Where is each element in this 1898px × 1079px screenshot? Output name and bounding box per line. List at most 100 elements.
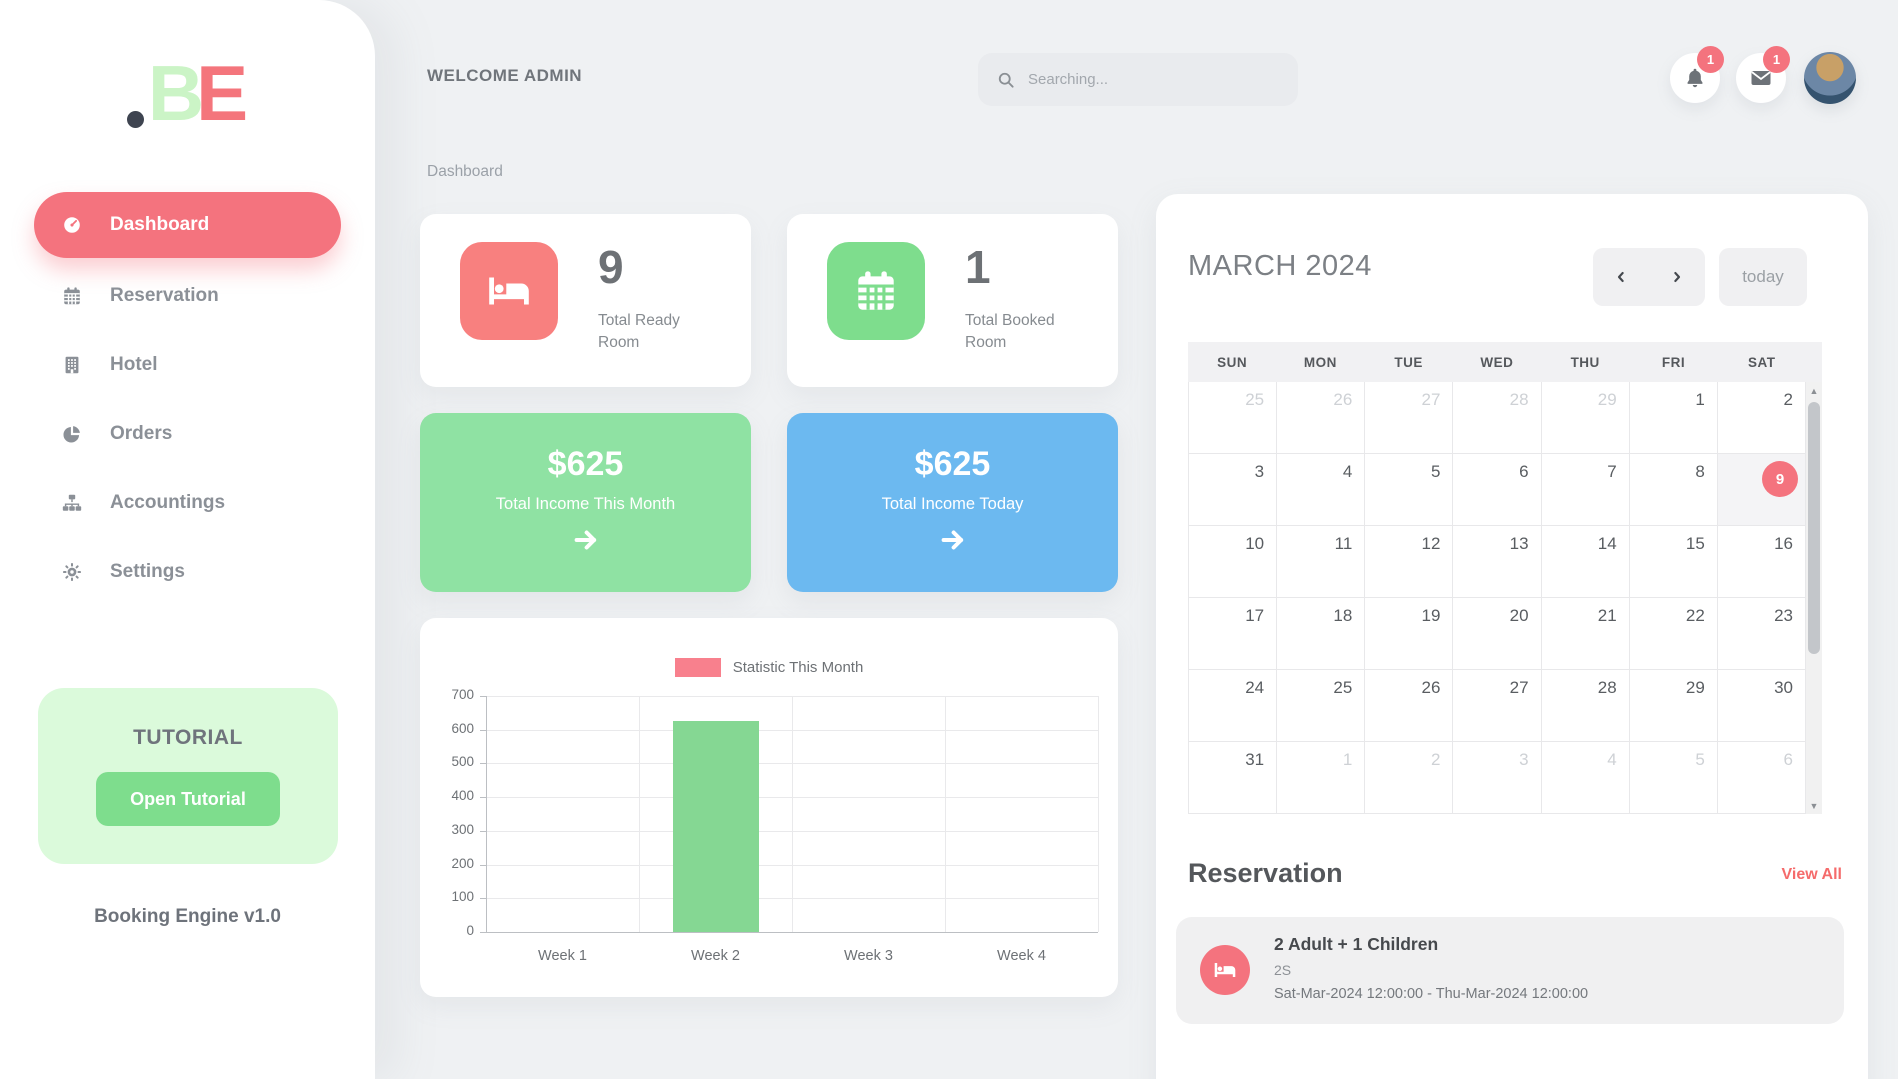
calendar-day-cell[interactable]: 24 <box>1189 670 1278 742</box>
calendar-day-cell[interactable]: 1 <box>1629 382 1718 454</box>
scrollbar-up-arrow[interactable]: ▲ <box>1809 385 1819 396</box>
calendar-day-cell[interactable]: 21 <box>1541 598 1630 670</box>
app-version-label: Booking Engine v1.0 <box>94 906 281 927</box>
calendar-day-cell[interactable]: 9 <box>1717 454 1806 526</box>
tutorial-card: TUTORIAL Open Tutorial <box>38 688 338 864</box>
x-axis-label: Week 4 <box>997 948 1046 964</box>
calendar-day-cell[interactable]: 8 <box>1629 454 1718 526</box>
sidebar-item-accountings[interactable]: Accountings <box>0 468 375 537</box>
calendar-day-cell[interactable]: 5 <box>1629 742 1718 814</box>
day-number: 11 <box>1334 534 1353 553</box>
calendar-day-cell[interactable]: 28 <box>1541 670 1630 742</box>
gear-icon <box>60 560 84 584</box>
day-number: 29 <box>1685 678 1705 697</box>
reservation-dates: Sat-Mar-2024 12:00:00 - Thu-Mar-2024 12:… <box>1274 986 1589 1002</box>
calendar-day-cell[interactable]: 15 <box>1629 526 1718 598</box>
user-avatar[interactable] <box>1804 52 1856 104</box>
income-today-card[interactable]: $625 Total Income Today <box>787 413 1118 592</box>
day-number: 12 <box>1421 534 1441 553</box>
calendar-day-cell[interactable]: 12 <box>1365 526 1454 598</box>
sidebar-item-dashboard[interactable]: Dashboard <box>34 192 341 258</box>
calendar-day-cell[interactable]: 11 <box>1277 526 1366 598</box>
y-axis-label: 600 <box>451 720 474 736</box>
calendar-day-cell[interactable]: 2 <box>1365 742 1454 814</box>
day-header-thu: THU <box>1570 354 1600 370</box>
open-tutorial-button[interactable]: Open Tutorial <box>96 772 280 826</box>
y-axis-label: 0 <box>466 923 474 938</box>
x-axis-label: Week 2 <box>691 948 740 964</box>
calendar-day-cell[interactable]: 2 <box>1717 382 1806 454</box>
bell-icon <box>1687 68 1703 88</box>
income-month-amount: $625 <box>547 445 624 483</box>
calendar-scrollbar[interactable]: ▲ ▼ <box>1806 382 1822 814</box>
calendar-day-cell[interactable]: 3 <box>1189 454 1278 526</box>
calendar-day-cell[interactable]: 6 <box>1453 454 1542 526</box>
search-input[interactable] <box>1026 70 1270 89</box>
calendar-day-cell[interactable]: 19 <box>1365 598 1454 670</box>
day-number: 28 <box>1597 678 1617 697</box>
calendar-day-cell[interactable]: 27 <box>1365 382 1454 454</box>
scrollbar-down-arrow[interactable]: ▼ <box>1809 800 1819 811</box>
calendar-day-cell[interactable]: 27 <box>1453 670 1542 742</box>
calendar-day-cell[interactable]: 4 <box>1541 742 1630 814</box>
search-bar[interactable] <box>978 53 1298 106</box>
calendar-day-cell[interactable]: 7 <box>1541 454 1630 526</box>
sidebar-item-hotel[interactable]: Hotel <box>0 330 375 399</box>
calendar-week-row: 17 18 19 20 21 22 23 <box>1189 598 1806 670</box>
notifications-button[interactable]: 1 <box>1670 46 1724 103</box>
calendar-day-cell[interactable]: 23 <box>1717 598 1806 670</box>
notification-badge: 1 <box>1697 46 1724 73</box>
calendar-day-cell[interactable]: 26 <box>1277 382 1366 454</box>
arrow-right-icon[interactable] <box>420 525 751 555</box>
calendar-week-row: 3 4 5 6 7 8 9 <box>1189 454 1806 526</box>
calendar-day-cell[interactable]: 14 <box>1541 526 1630 598</box>
breadcrumb: Dashboard <box>427 163 503 180</box>
sidebar-item-settings[interactable]: Settings <box>0 537 375 606</box>
calendar-day-cell[interactable]: 1 <box>1277 742 1366 814</box>
calendar-day-cell[interactable]: 13 <box>1453 526 1542 598</box>
calendar-panel: MARCH 2024 today SUN MON TUE WED THU FRI SAT 2… <box>1156 194 1868 1079</box>
sidebar-item-reservation[interactable]: Reservation <box>0 261 375 330</box>
calendar-next-button[interactable] <box>1649 248 1705 306</box>
calendar-day-cell[interactable]: 29 <box>1541 382 1630 454</box>
calendar-day-cell[interactable]: 4 <box>1277 454 1366 526</box>
bed-icon <box>1200 945 1250 995</box>
calendar-day-cell[interactable]: 3 <box>1453 742 1542 814</box>
income-this-month-card[interactable]: $625 Total Income This Month <box>420 413 751 592</box>
scrollbar-thumb[interactable] <box>1808 402 1820 654</box>
calendar-day-cell[interactable]: 20 <box>1453 598 1542 670</box>
calendar-day-cell[interactable]: 17 <box>1189 598 1278 670</box>
calendar-day-cell[interactable]: 18 <box>1277 598 1366 670</box>
calendar-day-cell[interactable]: 6 <box>1717 742 1806 814</box>
calendar-day-cell[interactable]: 31 <box>1189 742 1278 814</box>
calendar-day-cell[interactable]: 25 <box>1277 670 1366 742</box>
x-axis-label: Week 3 <box>844 948 893 964</box>
reservation-list-item[interactable]: 2 Adult + 1 Children 2S Sat-Mar-2024 12:… <box>1176 917 1844 1024</box>
calendar-day-cell[interactable]: 26 <box>1365 670 1454 742</box>
calendar-day-cell[interactable]: 29 <box>1629 670 1718 742</box>
calendar-day-headers: SUN MON TUE WED THU FRI SAT <box>1188 342 1822 382</box>
calendar-day-cell[interactable]: 22 <box>1629 598 1718 670</box>
sidebar-item-orders[interactable]: Orders <box>0 399 375 468</box>
calendar-week-row: 31 1 2 3 4 5 6 <box>1189 742 1806 814</box>
arrow-right-icon[interactable] <box>787 525 1118 555</box>
chevron-right-icon <box>1674 271 1681 283</box>
day-number: 2 <box>1430 750 1441 769</box>
day-number: 3 <box>1519 750 1529 769</box>
calendar-day-cell[interactable]: 28 <box>1453 382 1542 454</box>
calendar-day-cell[interactable]: 16 <box>1717 526 1806 598</box>
calendar-day-cell[interactable]: 30 <box>1717 670 1806 742</box>
day-number: 26 <box>1333 390 1353 409</box>
calendar-day-cell[interactable]: 25 <box>1189 382 1278 454</box>
sidebar-nav: Dashboard Reservation Hotel Orders Accountin… <box>0 192 375 606</box>
booked-room-label: Total Booked Room <box>965 312 1055 352</box>
chevron-left-icon <box>1617 271 1624 283</box>
view-all-link[interactable]: View All <box>1781 866 1842 883</box>
calendar-today-button[interactable]: today <box>1719 248 1807 306</box>
calendar-day-cell[interactable]: 5 <box>1365 454 1454 526</box>
day-number: 29 <box>1597 390 1617 409</box>
messages-button[interactable]: 1 <box>1736 46 1790 103</box>
calendar-day-cell[interactable]: 10 <box>1189 526 1278 598</box>
calendar-prev-button[interactable] <box>1593 248 1649 306</box>
